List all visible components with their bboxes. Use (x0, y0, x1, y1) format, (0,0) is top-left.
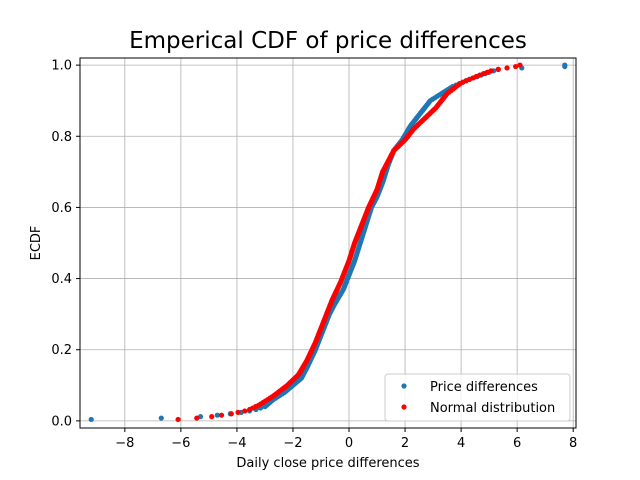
x-tick-label: 4 (457, 436, 465, 451)
plot-area-frame (79, 57, 577, 429)
y-tick-label: 0.6 (51, 201, 72, 216)
legend-label-price-differences: Price differences (430, 380, 538, 395)
y-tick-label: 0.4 (51, 272, 72, 287)
data-point (513, 63, 519, 70)
data-point (158, 415, 164, 421)
data-point (495, 66, 501, 72)
y-tick-label: 0.2 (51, 343, 72, 358)
data-point (88, 416, 94, 423)
data-point (214, 412, 220, 418)
data-point (517, 62, 523, 68)
data-point (504, 65, 510, 71)
data-point (228, 411, 234, 417)
data-point (209, 414, 215, 420)
axis-ticks: −8 −6 −4 −2 0 2 4 6 8 0.0 0.2 0.4 0.6 0.8 1.0 (51, 59, 577, 451)
legend: Price differences Normal distribution (384, 373, 571, 422)
y-axis-label: ECDF (29, 226, 44, 261)
y-tick-label: 1.0 (51, 59, 72, 74)
data-point (242, 408, 248, 414)
legend-marker-price-differences (401, 383, 407, 389)
legend-marker-normal-distribution (401, 404, 407, 410)
data-point (562, 62, 568, 68)
x-axis-label: Daily close price differences (236, 456, 419, 471)
x-tick-label: −4 (227, 436, 246, 451)
x-tick-label: 0 (345, 436, 353, 451)
x-tick-label: 8 (569, 436, 577, 451)
legend-label-normal-distribution: Normal distribution (430, 401, 555, 416)
x-tick-label: 2 (401, 436, 409, 451)
data-point (194, 415, 200, 421)
data-points (88, 62, 568, 423)
series-normal-distribution (175, 62, 523, 423)
y-tick-label: 0.8 (51, 130, 72, 145)
y-tick-label: 0.0 (51, 414, 72, 429)
x-tick-label: −8 (115, 436, 134, 451)
x-tick-label: −2 (283, 436, 302, 451)
data-point (175, 416, 181, 423)
chart-title: Emperical CDF of price differences (129, 28, 527, 54)
x-tick-label: 6 (513, 436, 521, 451)
data-point (488, 68, 494, 74)
x-tick-label: −6 (171, 436, 190, 451)
data-point (235, 409, 241, 415)
data-point (218, 412, 225, 418)
legend-frame (384, 373, 571, 422)
